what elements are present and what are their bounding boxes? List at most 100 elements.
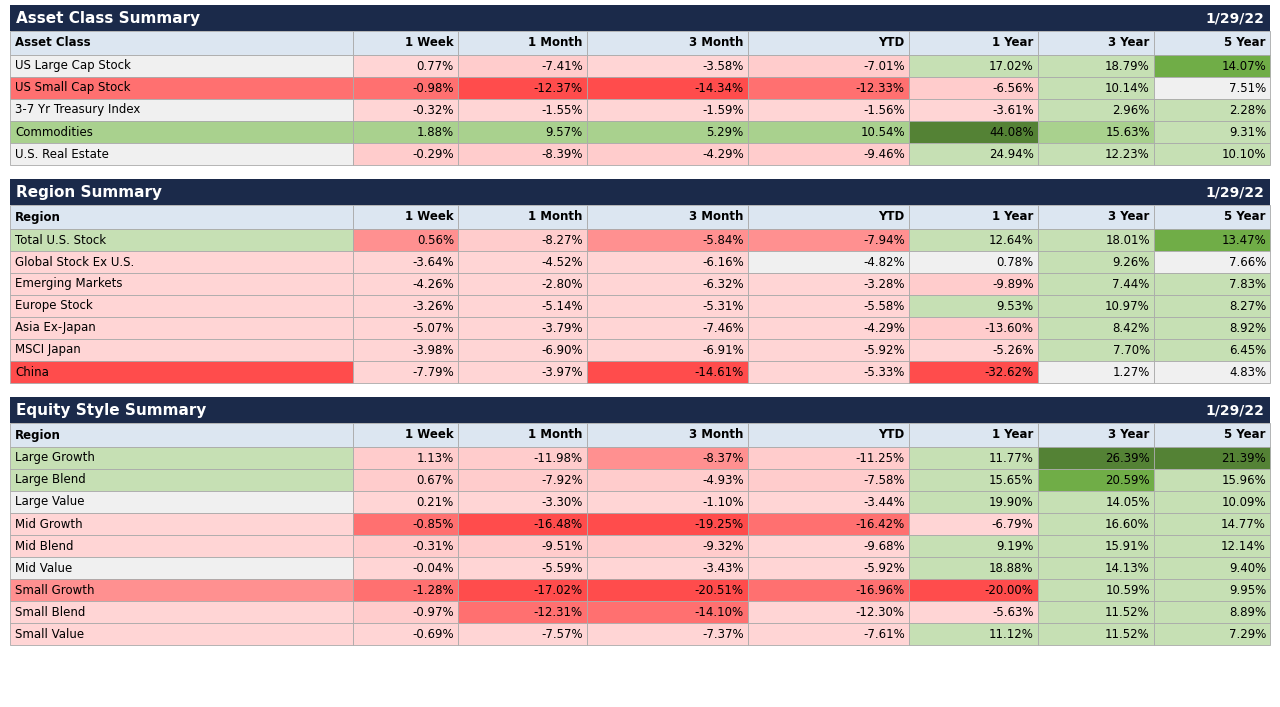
Text: 18.88%: 18.88% [989,561,1034,575]
Text: 1 Week: 1 Week [406,211,454,223]
Bar [586,339,748,361]
Text: 21.39%: 21.39% [1221,452,1266,464]
Bar [353,55,458,77]
Text: Small Growth: Small Growth [15,583,95,597]
Bar [458,31,586,55]
Text: -13.60%: -13.60% [984,322,1034,334]
Text: -5.07%: -5.07% [412,322,454,334]
Bar [353,623,458,645]
Bar [1153,251,1270,273]
Text: -1.59%: -1.59% [703,103,744,117]
Bar [458,229,586,251]
Bar [586,229,748,251]
Text: -9.68%: -9.68% [863,539,905,552]
Bar [1038,317,1153,339]
Bar [1153,447,1270,469]
Text: -12.30%: -12.30% [856,605,905,619]
Text: 2.28%: 2.28% [1229,103,1266,117]
Bar [1153,535,1270,557]
Text: 2.96%: 2.96% [1112,103,1149,117]
Bar [10,557,353,579]
Bar [353,339,458,361]
Text: -6.90%: -6.90% [541,344,582,356]
Bar [1153,205,1270,229]
Text: YTD: YTD [878,37,905,49]
Text: U.S. Real Estate: U.S. Real Estate [15,148,109,160]
Text: -1.10%: -1.10% [703,496,744,508]
Bar [10,601,353,623]
Text: -7.58%: -7.58% [863,474,905,486]
Text: -0.69%: -0.69% [412,628,454,641]
Text: Total U.S. Stock: Total U.S. Stock [15,233,106,247]
Bar [353,229,458,251]
Text: 8.92%: 8.92% [1229,322,1266,334]
Text: 11.52%: 11.52% [1105,605,1149,619]
Bar [1038,601,1153,623]
Bar [353,601,458,623]
Text: -7.01%: -7.01% [863,59,905,73]
Bar [353,205,458,229]
Text: Commodities: Commodities [15,126,93,139]
Text: -3.28%: -3.28% [863,278,905,291]
Bar [909,469,1038,491]
Bar [586,55,748,77]
Bar [353,423,458,447]
Text: 12.64%: 12.64% [988,233,1034,247]
Text: -7.37%: -7.37% [703,628,744,641]
Bar [1153,623,1270,645]
Text: Small Value: Small Value [15,628,84,641]
Bar [586,121,748,143]
Bar [748,121,909,143]
Bar [1153,339,1270,361]
Text: -7.92%: -7.92% [541,474,582,486]
Text: -0.04%: -0.04% [412,561,454,575]
Bar [586,513,748,535]
Text: 4.83%: 4.83% [1229,366,1266,378]
Text: 14.07%: 14.07% [1221,59,1266,73]
Bar [909,99,1038,121]
Bar [1153,317,1270,339]
Text: 5 Year: 5 Year [1225,37,1266,49]
Bar [1038,513,1153,535]
Text: 13.47%: 13.47% [1221,233,1266,247]
Text: -3.61%: -3.61% [992,103,1034,117]
Bar [1153,361,1270,383]
Bar [586,295,748,317]
Text: -20.00%: -20.00% [984,583,1034,597]
Bar [458,557,586,579]
Bar [10,121,353,143]
Text: 10.54%: 10.54% [860,126,905,139]
Text: Mid Growth: Mid Growth [15,518,83,530]
Bar [586,361,748,383]
Bar [10,31,353,55]
Bar [1153,121,1270,143]
Bar [353,535,458,557]
Bar [458,579,586,601]
Bar [586,31,748,55]
Text: -6.32%: -6.32% [703,278,744,291]
Text: -4.29%: -4.29% [701,148,744,160]
Text: -0.98%: -0.98% [412,81,454,95]
Text: 5 Year: 5 Year [1225,211,1266,223]
Text: -0.31%: -0.31% [412,539,454,552]
Bar [586,491,748,513]
Text: -3.30%: -3.30% [541,496,582,508]
Text: 44.08%: 44.08% [989,126,1034,139]
Text: -9.89%: -9.89% [992,278,1034,291]
Text: Emerging Markets: Emerging Markets [15,278,123,291]
Bar [1153,513,1270,535]
Bar [10,491,353,513]
Bar [10,535,353,557]
Text: 10.09%: 10.09% [1221,496,1266,508]
Bar [1153,31,1270,55]
Bar [1038,99,1153,121]
Text: Large Value: Large Value [15,496,84,508]
Text: Large Growth: Large Growth [15,452,95,464]
Bar [748,361,909,383]
Text: 5.29%: 5.29% [707,126,744,139]
Text: 15.63%: 15.63% [1105,126,1149,139]
Bar [1038,557,1153,579]
Text: 1 Month: 1 Month [529,37,582,49]
Bar [10,423,353,447]
Text: Small Blend: Small Blend [15,605,86,619]
